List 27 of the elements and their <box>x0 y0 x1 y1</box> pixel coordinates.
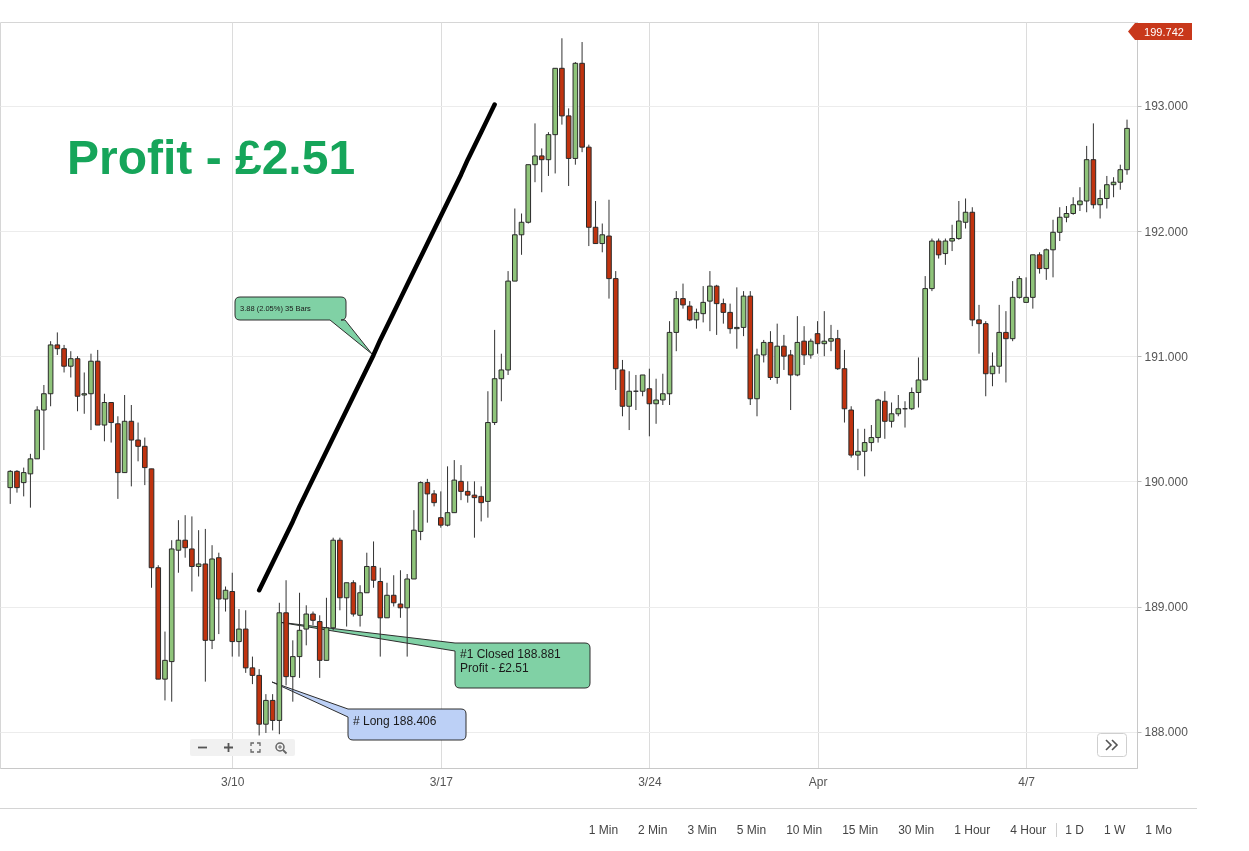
x-tick-label: 3/10 <box>221 774 245 789</box>
text: 4 Hour <box>1010 823 1047 837</box>
x-tick-label: 4/7 <box>1018 774 1036 789</box>
text: 3 Min <box>687 823 717 837</box>
price-tag: 199.742 <box>1128 23 1192 41</box>
x-tick-label: 3/24 <box>638 774 662 789</box>
x-tick-label: Apr <box>808 774 828 789</box>
annotation: Profit - £2.51 <box>67 131 356 184</box>
text: 1 Mo <box>1145 823 1172 837</box>
text: 5 Min <box>736 823 767 837</box>
y-tick-label: 192.000 <box>1144 224 1189 239</box>
text: 1 W <box>1103 823 1126 837</box>
y-tick-label: 188.000 <box>1144 725 1189 740</box>
x-tick-label: 3/17 <box>429 774 454 789</box>
text: 2 Min <box>638 823 668 837</box>
text: 10 Min <box>786 823 823 837</box>
text: 1 Min <box>588 823 619 837</box>
y-tick-label: 190.000 <box>1144 474 1189 489</box>
y-tick-label: 193.000 <box>1144 99 1189 114</box>
text: 15 Min <box>842 823 879 837</box>
text: 1 D <box>1056 823 1084 837</box>
text: 1 Hour <box>954 823 991 837</box>
annotation: #1 Closed 188.881 Profit - £2.51 <box>460 647 562 676</box>
y-tick-label: 189.000 <box>1144 600 1189 615</box>
y-tick-label: 191.000 <box>1144 349 1189 364</box>
annotation: # Long 188.406 <box>353 714 437 728</box>
text: 30 Min <box>898 823 935 837</box>
